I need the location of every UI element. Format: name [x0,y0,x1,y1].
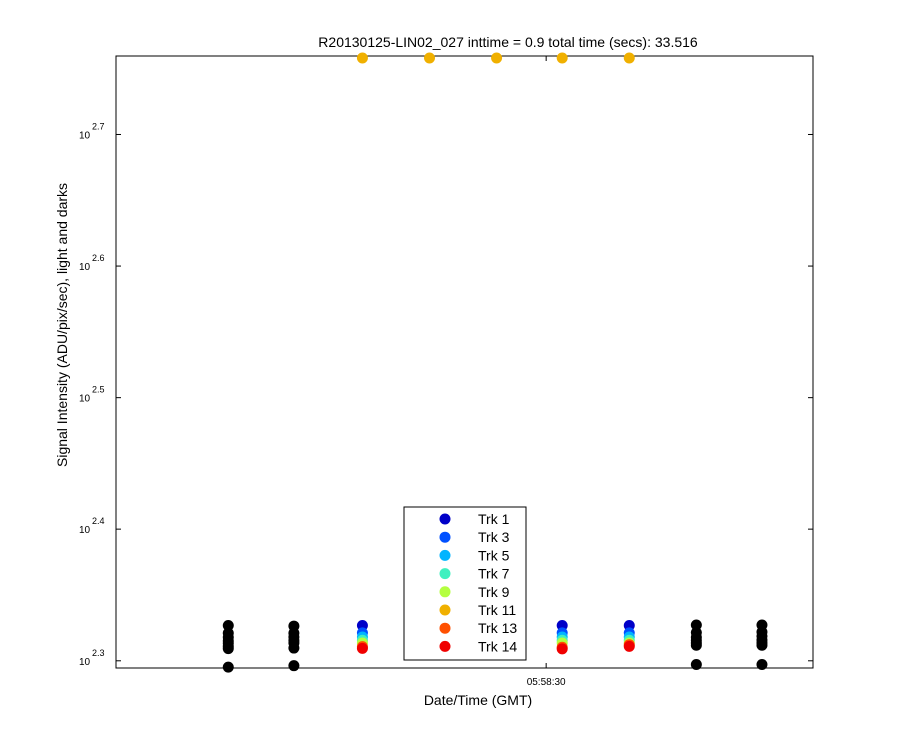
legend-marker [439,640,451,652]
point-dark [756,639,768,651]
point-dark [288,660,300,672]
point-trk-14 [623,640,635,652]
point-trk-11 [556,52,568,64]
legend-marker [439,513,451,525]
y-tick-label: 10 [79,262,91,273]
legend-entry: Trk 11 [478,602,516,618]
point-trk-11 [491,52,503,64]
legend-entry: Trk 3 [478,529,510,545]
point-trk-11 [356,52,368,64]
point-dark [756,659,768,671]
legend-marker [439,568,451,580]
y-tick-exponent: 2.3 [92,648,105,658]
point-dark [690,619,702,631]
legend-entry: Trk 13 [478,620,517,636]
y-tick-label: 10 [79,130,91,141]
y-tick-label: 10 [79,525,91,536]
point-dark [690,659,702,671]
point-trk-11 [424,52,436,64]
point-dark [222,661,234,673]
y-tick-label: 10 [79,394,91,405]
y-tick-exponent: 2.5 [92,385,105,395]
legend: Trk 1 Trk 3 Trk 5 Trk 7 Trk 9 Trk 11 Trk 13 Trk… [403,506,527,661]
legend-marker [439,531,451,543]
chart-title: R20130125-LIN02_027 inttime = 0.9 total … [318,34,698,50]
legend-marker [439,604,451,616]
legend-entry: Trk 14 [478,638,517,654]
point-dark [690,639,702,651]
y-tick-exponent: 2.4 [92,516,105,526]
legend-marker [439,586,451,598]
legend-entry: Trk 5 [478,547,510,563]
legend-marker [439,549,451,561]
y-axis-label: Signal Intensity (ADU/pix/sec), light an… [54,183,70,467]
legend-entry: Trk 1 [478,511,510,527]
point-trk-14 [356,642,368,654]
x-axis-label: Date/Time (GMT) [424,692,532,708]
legend-marker [439,622,451,634]
point-trk-11 [623,52,635,64]
y-tick-exponent: 2.7 [92,121,105,131]
point-dark [222,620,234,632]
legend-entry: Trk 9 [478,584,510,600]
legend-entry: Trk 7 [478,566,510,582]
point-dark [288,642,300,654]
legend-box [403,506,527,661]
y-tick-exponent: 2.6 [92,253,105,263]
point-trk-14 [556,643,568,655]
data-points [222,52,768,673]
point-dark [222,643,234,655]
y-tick-label: 10 [79,657,91,668]
x-tick-label: 05:58:30 [527,677,566,688]
